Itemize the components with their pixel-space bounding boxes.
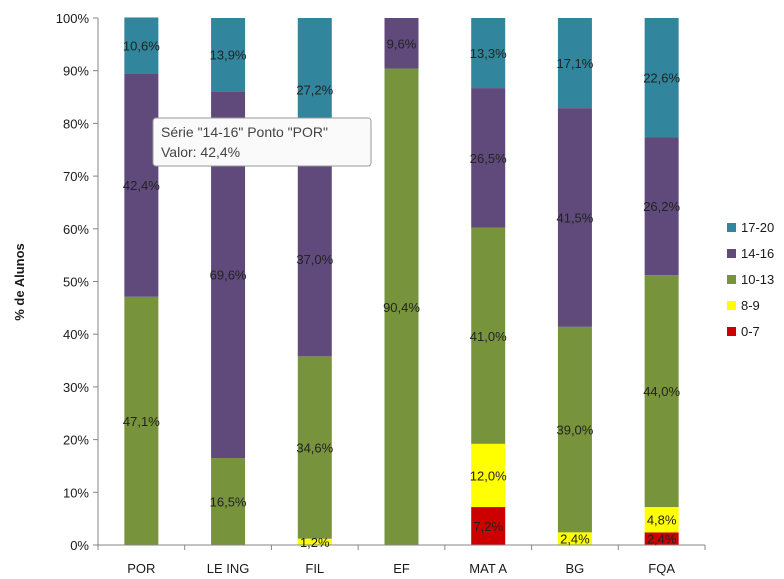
y-tick-label: 30% bbox=[63, 380, 89, 395]
bar-segment bbox=[124, 73, 159, 297]
data-label: 44,0% bbox=[643, 384, 680, 399]
x-tick-label: MAT A bbox=[469, 561, 507, 576]
data-label: 7,2% bbox=[473, 519, 503, 534]
data-label: 16,5% bbox=[210, 495, 247, 510]
bar-segment bbox=[471, 507, 506, 545]
data-label: 2,4% bbox=[647, 532, 677, 547]
y-tick-label: 100% bbox=[56, 11, 90, 26]
data-label: 9,6% bbox=[387, 36, 417, 51]
bar-segment bbox=[211, 18, 246, 92]
x-tick-label: EF bbox=[393, 561, 410, 576]
data-label: 27,2% bbox=[296, 83, 333, 98]
bar-segment bbox=[471, 443, 506, 508]
data-label: 17,1% bbox=[556, 56, 593, 71]
data-label: 69,6% bbox=[210, 268, 247, 283]
bar-segment bbox=[297, 538, 332, 545]
legend-swatch bbox=[727, 249, 736, 258]
legend-label: 0-7 bbox=[741, 324, 760, 339]
y-tick-label: 10% bbox=[63, 485, 89, 500]
bar-segment bbox=[471, 18, 506, 89]
y-tick-label: 40% bbox=[63, 327, 89, 342]
bar-segment bbox=[384, 68, 419, 545]
legend-label: 17-20 bbox=[741, 220, 774, 235]
legend-label: 10-13 bbox=[741, 272, 774, 287]
bar-segment bbox=[297, 356, 332, 539]
data-label: 41,0% bbox=[470, 329, 507, 344]
data-label: 90,4% bbox=[383, 300, 420, 315]
bars-layer bbox=[124, 17, 679, 545]
bar-segment bbox=[471, 227, 506, 444]
y-axis-label: % de Alunos bbox=[12, 243, 27, 321]
data-label: 1,2% bbox=[300, 535, 330, 550]
legend-label: 14-16 bbox=[741, 246, 774, 261]
bar-segment bbox=[644, 532, 679, 545]
axes-layer: POR LE ING FIL EF MAT A BG FQA 0% 10% 20% 30% 40% 50… bbox=[56, 11, 706, 576]
data-label: 34,6% bbox=[296, 441, 333, 456]
bar-segment bbox=[644, 137, 679, 276]
data-label: 39,0% bbox=[556, 423, 593, 438]
data-labels-layer: 47,1% 42,4% 10,6% 16,5% 69,6% 13,9% 1,2% 34,6% 3… bbox=[123, 36, 681, 550]
bar-segment bbox=[557, 108, 592, 327]
data-label: 47,1% bbox=[123, 414, 160, 429]
legend-label: 8-9 bbox=[741, 298, 760, 313]
data-label: 42,4% bbox=[123, 178, 160, 193]
data-label: 2,4% bbox=[560, 532, 590, 547]
tooltip-line-1: Série "14-16" Ponto "POR" bbox=[161, 124, 328, 140]
bar-segment bbox=[124, 296, 159, 545]
legend-swatch bbox=[727, 223, 736, 232]
bar-segment bbox=[297, 161, 332, 357]
data-label: 13,9% bbox=[210, 48, 247, 63]
tooltip: Série "14-16" Ponto "POR" Valor: 42,4% bbox=[152, 117, 372, 167]
x-tick-label: FQA bbox=[648, 561, 675, 576]
bar-segment bbox=[644, 18, 679, 138]
tooltip-line-2: Valor: 42,4% bbox=[161, 144, 240, 160]
legend: 17-20 14-16 10-13 8-9 0-7 bbox=[727, 220, 774, 339]
bar-segment bbox=[124, 17, 159, 74]
y-tick-label: 90% bbox=[63, 64, 89, 79]
legend-swatch bbox=[727, 301, 736, 310]
data-label: 26,2% bbox=[643, 199, 680, 214]
data-label: 12,0% bbox=[470, 468, 507, 483]
x-tick-label: BG bbox=[566, 561, 585, 576]
data-label: 37,0% bbox=[296, 252, 333, 267]
legend-swatch bbox=[727, 275, 736, 284]
data-label: 22,6% bbox=[643, 71, 680, 86]
x-tick-label: LE ING bbox=[207, 561, 250, 576]
bar-segment bbox=[211, 458, 246, 545]
data-label: 13,3% bbox=[470, 46, 507, 61]
legend-swatch bbox=[727, 327, 736, 336]
bar-segment bbox=[557, 18, 592, 109]
bar-segment bbox=[557, 532, 592, 545]
bar-segment bbox=[471, 88, 506, 228]
y-tick-label: 70% bbox=[63, 169, 89, 184]
y-tick-label: 0% bbox=[70, 538, 89, 553]
bar-segment bbox=[384, 18, 419, 69]
data-label: 10,6% bbox=[123, 38, 160, 53]
y-tick-label: 50% bbox=[63, 275, 89, 290]
y-tick-label: 20% bbox=[63, 433, 89, 448]
data-label: 4,8% bbox=[647, 513, 677, 528]
tooltip-box bbox=[152, 117, 372, 167]
y-tick-label: 60% bbox=[63, 222, 89, 237]
y-tick-label: 80% bbox=[63, 116, 89, 131]
bar-segment bbox=[557, 326, 592, 533]
bar-segment bbox=[644, 507, 679, 533]
x-tick-label: POR bbox=[127, 561, 155, 576]
bar-segment bbox=[644, 275, 679, 508]
x-tick-label: FIL bbox=[305, 561, 324, 576]
data-label: 26,5% bbox=[470, 151, 507, 166]
data-label: 41,5% bbox=[556, 210, 593, 225]
